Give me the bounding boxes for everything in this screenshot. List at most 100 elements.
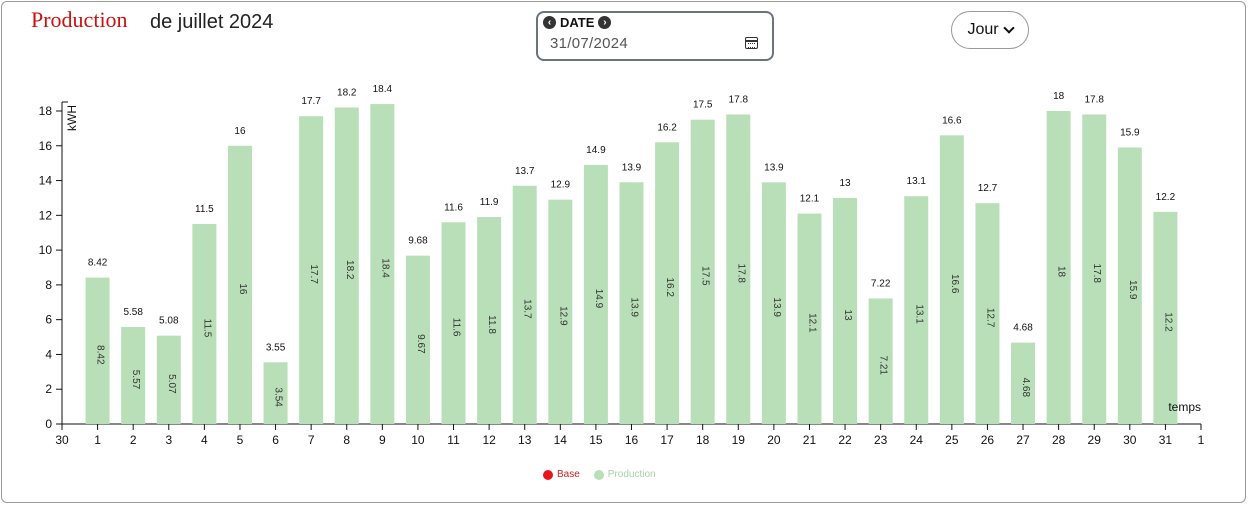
bar-inner-label: 16.6 [949, 274, 960, 294]
bar-value-label: 4.68 [1013, 323, 1033, 334]
bar-value-label: 18.4 [373, 84, 393, 95]
bar [548, 199, 573, 424]
chevron-left-circle-icon[interactable]: ‹ [543, 16, 556, 29]
bar-value-label: 15.9 [1120, 128, 1140, 139]
bar [121, 326, 146, 424]
bar-inner-label: 18.4 [379, 258, 390, 278]
bar-inner-label: 17.8 [735, 264, 746, 284]
bar [263, 362, 288, 424]
x-tick-label: 24 [910, 433, 924, 447]
bar [939, 135, 964, 424]
bar-value-label: 5.58 [123, 307, 143, 318]
x-tick-label: 19 [732, 433, 746, 447]
period-select[interactable]: Jour [951, 11, 1029, 49]
bar-value-label: 17.8 [1084, 94, 1104, 105]
date-label: DATE [560, 15, 595, 30]
bar [334, 107, 359, 425]
bar [904, 196, 929, 424]
bar-value-label: 5.08 [159, 316, 179, 327]
legend-swatch-production [593, 469, 604, 480]
bar [1153, 211, 1178, 424]
x-tick-label: 30 [55, 433, 69, 447]
calendar-icon[interactable] [745, 37, 758, 49]
date-picker[interactable]: ‹ DATE › 31/07/2024 [536, 11, 774, 61]
bar [299, 116, 324, 424]
bar-inner-label: 3.54 [273, 387, 284, 407]
y-tick-label: 12 [39, 208, 53, 222]
bar-value-label: 7.22 [871, 278, 891, 289]
bar-inner-label: 18.2 [344, 260, 355, 280]
bar-inner-label: 12.9 [557, 306, 568, 326]
x-tick-label: 23 [874, 433, 888, 447]
x-tick-label: 20 [767, 433, 781, 447]
bar-value-label: 17.8 [729, 94, 749, 105]
x-tick-label: 21 [803, 433, 817, 447]
y-axis: 0 2 4 6 8 10 12 14 16 18 [39, 101, 68, 431]
legend-item-production[interactable]: Production [593, 469, 656, 480]
bar-value-label: 13.7 [515, 166, 535, 177]
bar-inner-label: 11.8 [486, 315, 497, 334]
x-tick-label: 1 [94, 433, 101, 447]
bar [1082, 114, 1107, 424]
bar [833, 197, 858, 424]
bar-value-label: 18.2 [337, 88, 357, 99]
value-labels: 8.42 8.42 5.58 5.57 5.08 5.07 11.5 11.5 16 16 3.55… [88, 84, 1176, 407]
x-tick-label: 12 [482, 433, 496, 447]
bar-value-label: 12.9 [551, 180, 571, 191]
y-tick-label: 4 [45, 347, 52, 361]
bar-value-label: 17.7 [301, 96, 321, 107]
bar [441, 222, 466, 424]
bar-inner-label: 14.9 [593, 289, 604, 309]
bar [655, 142, 680, 425]
bar [868, 298, 893, 424]
x-tick-label: 11 [447, 433, 460, 447]
date-header: ‹ DATE › [543, 15, 612, 30]
bar-inner-label: 13 [842, 309, 853, 321]
bar-value-label: 11.9 [480, 197, 499, 208]
bar-value-label: 13.9 [764, 162, 784, 173]
x-tick-label: 5 [237, 433, 244, 447]
bar-inner-label: 16 [237, 283, 248, 295]
legend-item-base[interactable]: Base [543, 469, 580, 480]
bar-value-label: 16 [234, 126, 246, 137]
bar-value-label: 9.68 [408, 236, 428, 247]
bar-inner-label: 4.68 [1020, 378, 1031, 398]
bar-value-label: 12.1 [800, 194, 820, 205]
bar-value-label: 11.5 [195, 204, 214, 215]
bar-value-label: 13 [840, 178, 852, 189]
bar-inner-label: 15.9 [1127, 280, 1138, 300]
bar-value-label: 8.42 [88, 258, 108, 269]
date-input[interactable]: 31/07/2024 [550, 35, 629, 52]
period-title: de juillet 2024 [150, 11, 274, 33]
bar-inner-label: 13.1 [913, 304, 924, 324]
bar [797, 213, 822, 424]
bar-inner-label: 11.5 [201, 319, 212, 338]
bar [227, 145, 252, 424]
bar [761, 182, 786, 424]
bar [1011, 342, 1036, 424]
y-tick-label: 8 [45, 278, 52, 292]
x-tick-label: 7 [308, 433, 315, 447]
bar-inner-label: 13.9 [629, 297, 640, 317]
x-tick-label: 18 [696, 433, 710, 447]
x-tick-label: 2 [130, 433, 137, 447]
bar-inner-label: 11.6 [451, 318, 462, 337]
x-axis: 30 1 2 3 4 5 6 7 8 9 10 11 12 13 14 15 16 17 18 19 20 21 22 23 2… [55, 423, 1205, 447]
chevron-right-circle-icon[interactable]: › [598, 16, 612, 29]
bar-value-label: 14.9 [586, 145, 606, 156]
legend-label-production: Production [607, 469, 656, 480]
series-title: Production [31, 7, 128, 32]
x-tick-label: 25 [945, 433, 959, 447]
bar-value-label: 18 [1053, 91, 1065, 102]
x-tick-label: 22 [838, 433, 852, 447]
y-tick-label: 14 [39, 174, 53, 188]
bar-inner-label: 5.57 [130, 370, 141, 390]
x-axis-label: temps [1168, 400, 1201, 414]
bar [85, 277, 110, 424]
x-tick-label: 26 [981, 433, 995, 447]
x-tick-label: 29 [1088, 433, 1102, 447]
bar [512, 185, 537, 424]
bar-value-label: 12.7 [978, 183, 998, 194]
x-tick-label: 1 [1198, 433, 1205, 447]
